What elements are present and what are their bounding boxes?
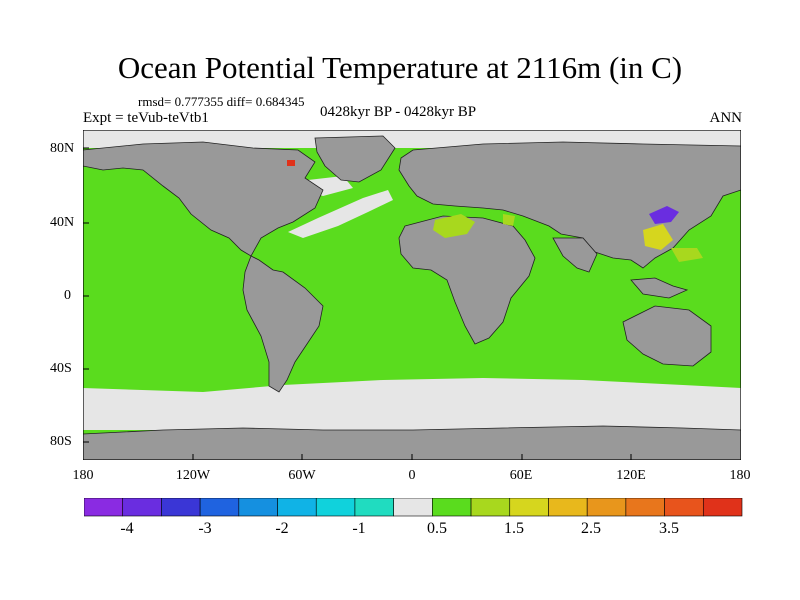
colorbar-cell (393, 498, 433, 517)
lon-label: 120E (616, 468, 646, 483)
colorbar (84, 498, 743, 517)
colorbar-label: -2 (275, 520, 289, 537)
colorbar-cell (586, 498, 627, 517)
antarctica-land (83, 425, 741, 460)
north-america-land (83, 141, 324, 257)
experiment-label: Expt = teVub-teVtb1 (83, 110, 209, 126)
colorbar-label: -1 (352, 520, 366, 537)
colorbar-cell (315, 498, 356, 517)
india-land (552, 237, 598, 273)
colorbar-cell (161, 498, 201, 517)
colorbar-cell (238, 498, 278, 517)
colorbar-label: -3 (198, 520, 212, 537)
colorbar-cell (199, 498, 240, 517)
colorbar-cell (664, 498, 704, 517)
west-pacific-warm-region (671, 248, 703, 262)
greenland-hot-spot (287, 160, 295, 166)
red-sea-warm-region (503, 214, 515, 226)
colorbar-label: 3.5 (659, 520, 679, 537)
lat-label: 80S (50, 434, 72, 449)
lat-label: 80N (50, 141, 75, 156)
colorbar-cell (625, 498, 665, 517)
lon-ticks (192, 454, 632, 460)
colorbar-cell (548, 498, 588, 517)
australia-land (622, 305, 712, 367)
japan-sea-cold-region (649, 206, 679, 224)
colorbar-cell (432, 498, 472, 517)
colorbar-label: 0.5 (427, 520, 447, 537)
colorbar-label: -4 (120, 520, 134, 537)
stats-text: rmsd= 0.777355 diff= 0.684345 (138, 94, 305, 109)
colorbar-label: 1.5 (504, 520, 524, 537)
lon-label: 60W (288, 468, 316, 483)
south-america-land (242, 255, 324, 393)
north-atlantic-near-zero-region (288, 190, 393, 238)
lon-label: 60E (509, 468, 533, 483)
colorbar-cell (277, 498, 317, 517)
land-masses (83, 135, 741, 460)
lat-label: 0 (64, 288, 71, 303)
colorbar-cell (354, 498, 394, 517)
colorbar-cell (702, 498, 743, 517)
lat-label: 40N (50, 215, 75, 230)
greenland-land (314, 135, 396, 183)
east-china-sea-warm-region (643, 224, 673, 250)
colorbar-cell (84, 498, 124, 517)
colorbar-cell (470, 498, 511, 517)
mediterranean-warm-region (433, 214, 475, 238)
lon-label: 0 (408, 468, 416, 483)
season-label: ANN (709, 110, 743, 126)
southern-ocean-near-zero-region (83, 378, 741, 430)
colorbar-cell (122, 498, 162, 517)
lat-label: 40S (50, 361, 72, 376)
colorbar-cell (509, 498, 549, 517)
lon-label: 180 (72, 468, 94, 483)
plot-title: Ocean Potential Temperature at 2116m (in… (117, 50, 683, 85)
maritime-continent-land (630, 277, 689, 299)
lon-label: 120W (175, 468, 211, 483)
lon-label: 180 (729, 468, 751, 483)
period-label: 0428kyr BP - 0428kyr BP (320, 104, 477, 120)
lat-ticks (83, 147, 89, 443)
world-map (83, 130, 741, 460)
colorbar-label: 2.5 (581, 520, 601, 537)
